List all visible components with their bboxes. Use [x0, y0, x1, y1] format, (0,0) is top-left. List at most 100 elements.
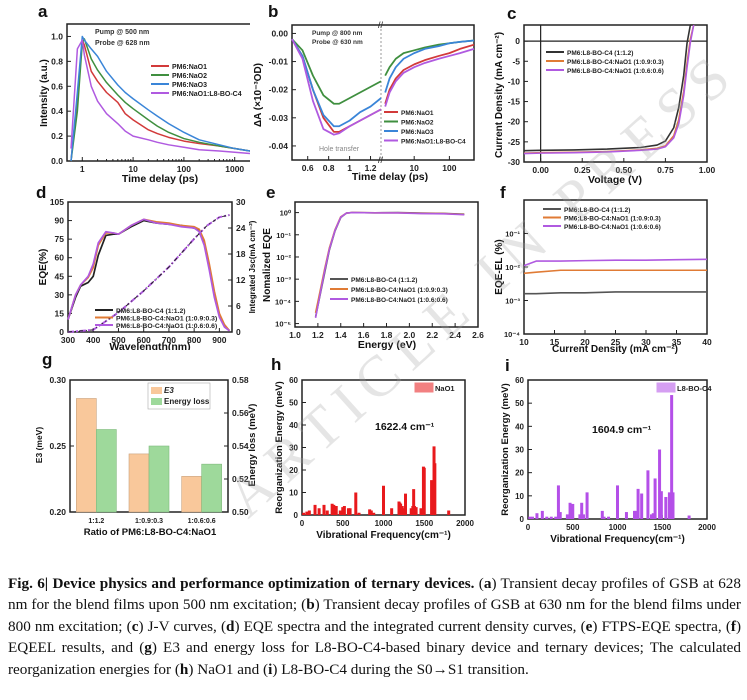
x-tick-label: 800 [187, 335, 201, 345]
series-line-right [384, 39, 475, 93]
y-tick-label: -5 [512, 56, 520, 66]
caption-text-b: Transient decay profiles of GSB at 630 n… [8, 596, 741, 635]
y-axis-label: Current Density (mA cm⁻²) [494, 32, 505, 158]
caption-ref-f: f [730, 617, 736, 635]
annotation: Hole transfer [319, 146, 360, 153]
x-tick-label: 1500 [653, 523, 671, 532]
x-axis-label: Energy (eV) [358, 339, 416, 350]
y-tick-label: 0 [59, 327, 64, 337]
bar-mode [357, 512, 361, 515]
x-tick-label: 10 [519, 337, 529, 347]
series-line [523, 24, 695, 154]
y-tick-label: 6 [236, 301, 241, 311]
peak-annotation: 1604.9 cm⁻¹ [592, 424, 652, 436]
bar-mode [348, 508, 352, 515]
x-tick-label: 15 [550, 337, 560, 347]
caption-text-c: J-V curves, [143, 617, 221, 635]
x-tick-label: 10 [128, 164, 138, 174]
y-axis-label: Nomalized EQE [262, 228, 273, 302]
y-tick-label: 12 [236, 275, 246, 285]
legend-label: PM6:L8-BO-C4:NaO1 (1:0.9:0.3) [567, 59, 664, 66]
series-line [523, 258, 708, 267]
bar-mode [653, 478, 657, 519]
bar-mode [419, 508, 423, 515]
x-tick-label: 500 [566, 523, 580, 532]
series-line-left [291, 38, 382, 105]
x-tick-label: 900 [212, 335, 226, 345]
x-tick-label: 1.00 [699, 165, 716, 175]
panel-label-f: f [500, 183, 506, 202]
x-tick-label: 1:0.6:0.6 [188, 518, 216, 525]
bar-mode [400, 506, 404, 515]
legend-label: PM6:L8-BO-C4:NaO1 (1:0.6:0.6) [351, 297, 448, 304]
y-tick-label: 10⁻⁴ [275, 297, 291, 306]
chart-a-transient-decay: 1 10 100 1000 0.0 0.2 0.4 0.6 0.8 1.0 Pump @ 500 n… [39, 23, 250, 185]
y-tick-label: 24 [236, 223, 246, 233]
caption-text-h: NaO1 and [193, 660, 264, 678]
bar-mode [399, 503, 403, 515]
x-tick-label: 10 [409, 163, 419, 173]
bar-mode [558, 512, 562, 519]
series-line [523, 269, 707, 275]
legend-label: PM6:L8-BO-C4:NaO1 (1:0.9:0.3) [564, 216, 661, 223]
caption-text-g: E3 and energy loss for L8-BO-C4-based bi… [8, 639, 741, 678]
legend-label: PM6:L8-BO-C4 (1:1.2) [567, 50, 633, 57]
bar-mode [354, 492, 358, 515]
bar-mode [554, 516, 558, 519]
bar-mode [640, 493, 644, 519]
x-tick-label: 400 [86, 335, 100, 345]
y-tick-label: 0.4 [51, 106, 63, 116]
chart-i-reorg-l8-bo-c4: 0 500 1000 1500 2000 0 10 20 30 40 50 60 L8-BO-C4 160… [500, 376, 716, 545]
legend-swatch [151, 387, 162, 394]
y-tick-label: 18 [236, 249, 246, 259]
peak-annotation: 1622.4 cm⁻¹ [375, 421, 435, 433]
y-tick-label: 0.00 [271, 28, 288, 38]
legend-label: L8-BO-C4 [677, 384, 712, 393]
x-tick-label: 0.00 [532, 165, 549, 175]
y-tick-label: -10 [508, 76, 521, 86]
x-axis-label: Ratio of PM6:L8-BO-C4:NaO1 [84, 527, 217, 538]
y-tick-label: 40 [515, 422, 524, 431]
y-tick-label: 30 [289, 444, 298, 453]
series-line-left [291, 38, 382, 133]
plot-frame [523, 24, 708, 163]
y-tick-label: -25 [508, 137, 521, 147]
caption-ref-i: i [268, 660, 273, 678]
legend-label: PM6:NaO1:L8-BO-C4 [401, 139, 466, 146]
x-tick-label: 600 [137, 335, 151, 345]
caption-title: Fig. 6| Device physics and performance o… [8, 575, 475, 592]
x-tick-label: 1000 [609, 523, 627, 532]
caption-text-i: L8-BO-C4 during the S0→S1 transition. [277, 660, 529, 678]
legend-label: PM6:L8-BO-C4:NaO1 (1:0.6:0.6) [567, 68, 664, 75]
bar-mode [540, 510, 544, 519]
bar-mode [646, 470, 650, 519]
y-tick-label: -0.04 [269, 141, 289, 151]
x-axis-label: Current Density (mA cm⁻²) [552, 344, 678, 355]
x-tick-label: 25 [611, 337, 621, 347]
y-tick-label: 0.52 [232, 474, 249, 484]
y-tick-label: 10⁻⁴ [504, 330, 520, 339]
bar-mode [658, 449, 662, 519]
bar-e3 [181, 476, 202, 513]
legend-label: PM6:NaO1 [401, 110, 434, 117]
x-tick-label: 1.4 [335, 330, 347, 340]
x-tick-label: 500 [111, 335, 125, 345]
x-tick-label: 500 [336, 519, 350, 528]
y-tick-label: 75 [55, 234, 65, 244]
caption-ref-c: c [131, 617, 139, 635]
bar-mode [651, 513, 655, 519]
bar-mode [372, 512, 376, 515]
x-tick-label: 700 [162, 335, 176, 345]
panel-label-c: c [507, 4, 517, 23]
legend-label: PM6:L8-BO-C4:NaO1 (1:0.6:0.6) [564, 224, 661, 231]
x-tick-label: 1000 [375, 519, 393, 528]
bar-mode [412, 506, 416, 515]
y-tick-label: 45 [55, 271, 65, 281]
x-axis-label: Vibrational Frequency(cm⁻¹) [316, 530, 451, 541]
y-tick-label: 60 [55, 253, 65, 263]
legend-swatch [151, 398, 162, 405]
y-tick-label: 0 [236, 327, 241, 337]
y-tick-label: 0.50 [232, 507, 249, 517]
legend-swatch [656, 382, 676, 393]
y-axis-label: Reorganization Energy (meV) [500, 383, 511, 516]
